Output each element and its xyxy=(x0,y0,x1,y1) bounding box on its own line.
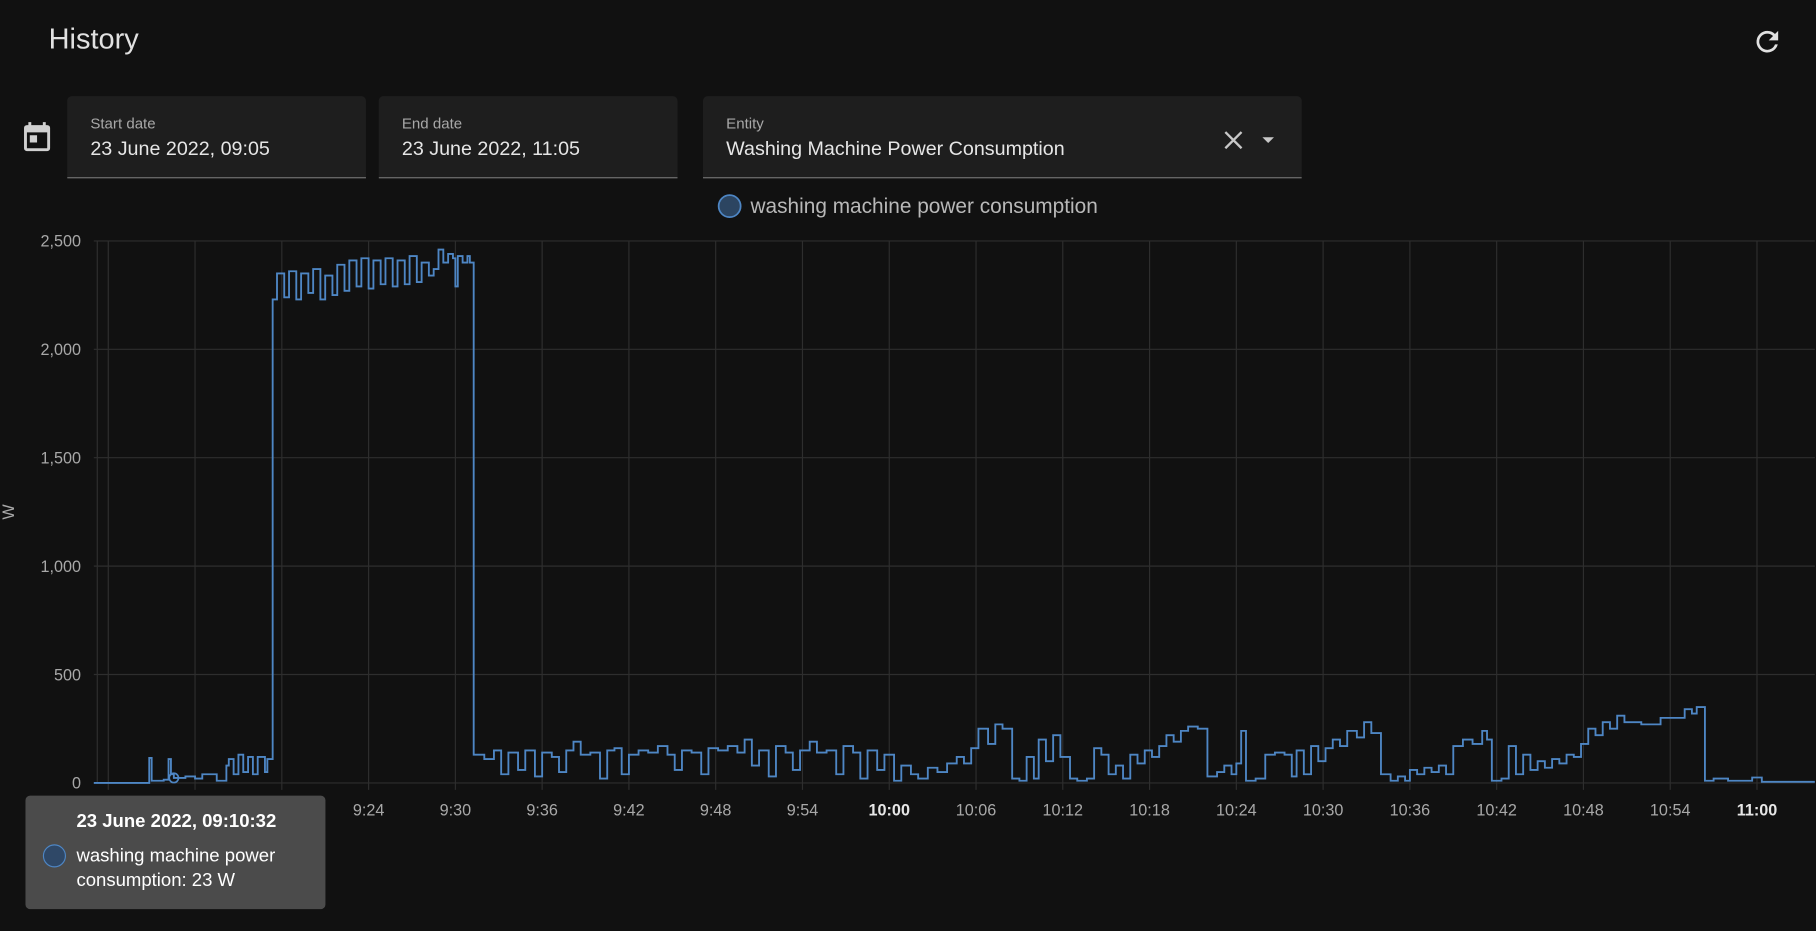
x-tick-label: 10:18 xyxy=(1129,801,1170,819)
field-label: Start date xyxy=(90,114,156,133)
end-date-field[interactable]: End date 23 June 2022, 11:05 xyxy=(378,96,678,179)
x-tick-label: 10:36 xyxy=(1390,801,1431,819)
x-tick-label: 9:48 xyxy=(700,801,732,819)
clear-button[interactable] xyxy=(1220,126,1248,154)
calendar-icon[interactable] xyxy=(20,119,55,154)
hover-point xyxy=(168,772,180,784)
tooltip-title: 23 June 2022, 09:10:32 xyxy=(76,811,277,832)
y-tick-label: 2,500 xyxy=(41,233,82,251)
chart: 05001,0001,5002,0002,5009:069:129:189:24… xyxy=(0,194,1815,819)
y-tick-label: 2,000 xyxy=(41,341,82,359)
field-value: Washing Machine Power Consumption xyxy=(726,137,1065,160)
x-tick-label: 10:30 xyxy=(1303,801,1344,819)
series-line xyxy=(93,248,1815,784)
y-axis-label: W xyxy=(0,504,18,520)
field-value: 23 June 2022, 11:05 xyxy=(401,137,580,160)
y-tick-label: 0 xyxy=(72,775,81,793)
y-tick-label: 1,500 xyxy=(41,449,82,467)
field-value: 23 June 2022, 09:05 xyxy=(90,137,270,160)
entity-field[interactable]: Entity Washing Machine Power Consumption xyxy=(703,96,1302,179)
x-tick-label: 9:36 xyxy=(526,801,558,819)
tooltip-swatch xyxy=(42,844,67,868)
start-date-field[interactable]: Start date 23 June 2022, 09:05 xyxy=(67,96,366,179)
x-tick-label: 10:12 xyxy=(1043,801,1084,819)
dropdown-button[interactable] xyxy=(1257,129,1280,152)
y-tick-label: 1,000 xyxy=(41,558,82,576)
y-tick-label: 500 xyxy=(54,666,81,684)
legend-label: washing machine power consumption xyxy=(749,195,1097,218)
legend-swatch xyxy=(717,194,742,219)
x-tick-label: 10:24 xyxy=(1216,801,1257,819)
x-tick-label: 9:24 xyxy=(353,801,385,819)
refresh-button[interactable] xyxy=(1751,25,1783,57)
field-label: End date xyxy=(401,114,463,133)
x-tick-label: 10:48 xyxy=(1563,801,1604,819)
x-tick-label: 9:30 xyxy=(440,801,472,819)
field-label: Entity xyxy=(726,114,764,133)
x-tick-label: 10:00 xyxy=(869,801,910,819)
x-tick-label: 10:42 xyxy=(1476,801,1517,819)
x-tick-label: 9:54 xyxy=(787,801,819,819)
tooltip: 23 June 2022, 09:10:32 washing machine p… xyxy=(25,795,326,910)
page-title: History xyxy=(48,23,139,56)
x-tick-label: 10:54 xyxy=(1650,801,1691,819)
x-tick-label: 11:00 xyxy=(1737,801,1778,819)
x-tick-label: 9:42 xyxy=(613,801,645,819)
x-tick-label: 10:06 xyxy=(956,801,997,819)
tooltip-text: washing machine power consumption: 23 W xyxy=(76,846,276,891)
